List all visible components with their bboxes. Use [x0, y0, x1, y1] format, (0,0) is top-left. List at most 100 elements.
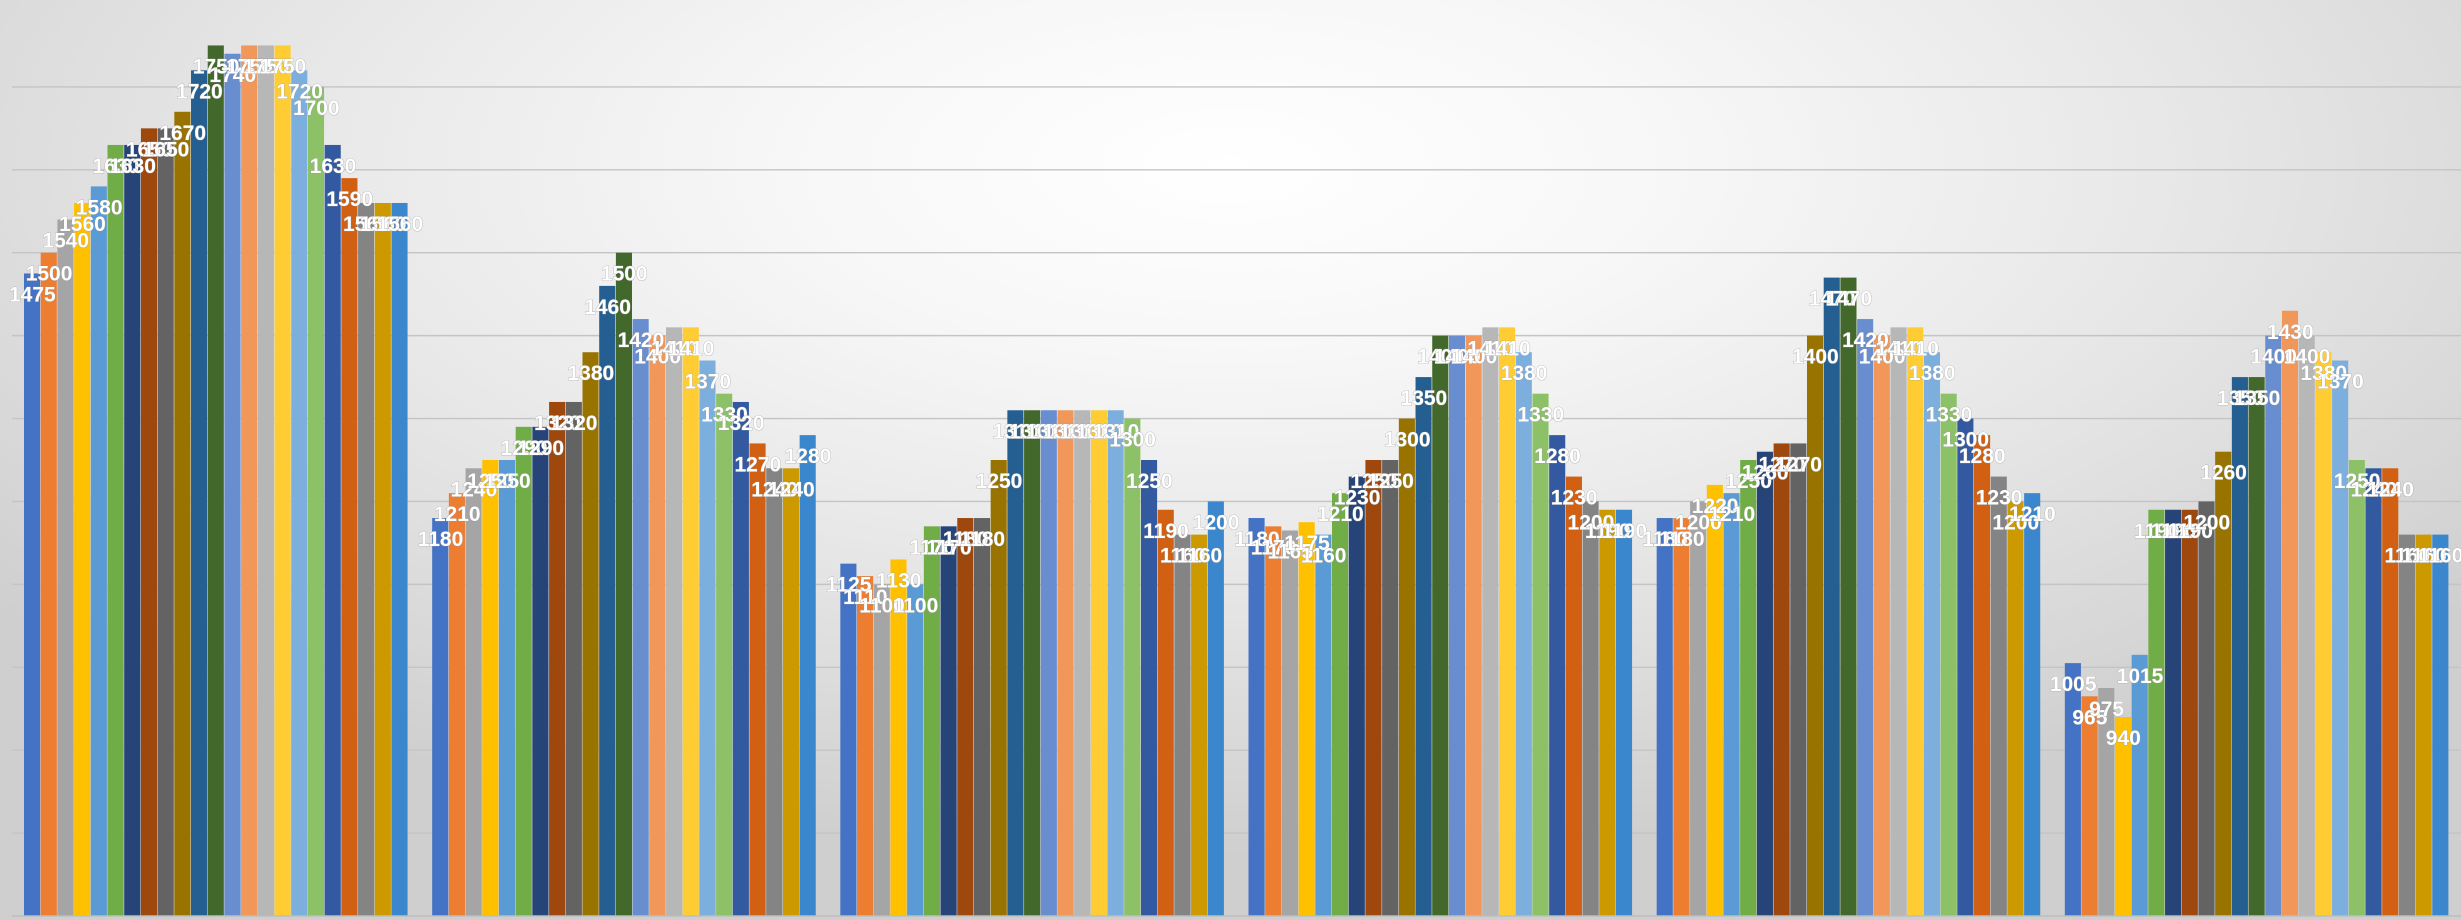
bar-cat5-series12: [1840, 277, 1857, 917]
data-label-cat4-series13: 1400: [1434, 346, 1481, 369]
bar-cat6-series9: [2198, 501, 2215, 916]
data-label-cat4-series22: 1190: [1585, 520, 1631, 543]
data-label-cat2-series14: 1400: [634, 346, 681, 369]
bar-cat4-series20: [1565, 476, 1582, 916]
bar-cat5-series13: [1857, 319, 1874, 916]
data-label-cat1-series7: 1630: [109, 155, 156, 178]
bar-cat4-series5: [1315, 534, 1332, 916]
bar-cat2-series23: [799, 435, 816, 916]
bar-cat1-series3: [57, 219, 74, 916]
data-label-cat3-series4: 1130: [876, 569, 922, 592]
bar-cat1-series14: [241, 45, 258, 916]
data-label-cat3-series15: 1310: [1059, 420, 1106, 443]
data-label-cat3-series9: 1180: [960, 528, 1006, 551]
data-label-cat1-series14: 1750: [226, 55, 273, 78]
bar-cat6-series3: [2098, 688, 2115, 916]
bar-cat3-series15: [1074, 410, 1091, 916]
bar-cat6-series20: [2382, 468, 2399, 916]
bar-cat3-series14: [1057, 410, 1074, 916]
data-label-cat2-series10: 1380: [567, 362, 614, 385]
bar-cat2-series15: [666, 327, 683, 917]
bar-cat4-series18: [1532, 393, 1549, 916]
data-label-cat2-series21: 1240: [751, 478, 798, 501]
bar-cat5-series9: [1790, 443, 1807, 916]
data-label-cat3-series1: 1125: [826, 574, 872, 597]
data-label-cat5-series19: 1300: [1942, 429, 1989, 452]
bar-cat2-series9: [565, 401, 582, 917]
data-label-cat5-series12: 1470: [1825, 288, 1872, 311]
bar-cat6-series6: [2148, 509, 2165, 916]
bar-cat2-series10: [582, 352, 599, 917]
bar-cat6-series4: [2114, 717, 2132, 916]
bar-cat5-series4: [1706, 484, 1723, 916]
bar-cat5-series22: [2007, 501, 2024, 916]
data-label-cat4-series5: 1160: [1301, 545, 1347, 568]
data-label-cat4-series18: 1330: [1517, 404, 1564, 427]
bar-cat3-series20: [1157, 509, 1174, 916]
data-label-cat2-series3: 1240: [451, 478, 498, 501]
bar-cat2-series4: [482, 460, 499, 916]
bar-cat1-series5: [90, 186, 107, 916]
bar-cat2-series11: [599, 285, 616, 916]
bar-cat5-series19: [1957, 418, 1974, 916]
data-label-cat5-series20: 1280: [1959, 445, 2006, 468]
data-label-cat4-series6: 1210: [1317, 503, 1364, 526]
bar-cat5-series7: [1756, 451, 1773, 916]
bar-cat5-series17: [1923, 352, 1941, 917]
data-label-cat5-series1: 1180: [1642, 528, 1688, 551]
data-label-cat1-series10: 1670: [159, 122, 206, 145]
bar-cat6-series5: [2131, 654, 2148, 916]
bar-cat6-series21: [2398, 534, 2415, 916]
bar-cat5-series5: [1723, 493, 1740, 916]
data-label-cat4-series3: 1165: [1267, 540, 1313, 563]
bar-cat1-series8: [140, 128, 158, 917]
data-label-cat2-series5: 1250: [484, 470, 531, 493]
data-label-cat3-series10: 1250: [976, 470, 1023, 493]
bar-cat3-series23: [1207, 501, 1224, 916]
bar-cat5-series3: [1690, 501, 1707, 916]
bar-cat3-series3: [873, 584, 890, 916]
data-label-cat5-series21: 1230: [1976, 487, 2023, 510]
bar-cat6-series15: [2298, 335, 2315, 916]
bar-cat6-series1: [2064, 663, 2081, 916]
data-label-cat3-series19: 1250: [1126, 470, 1173, 493]
data-label-cat3-series13: 1310: [1026, 420, 1073, 443]
data-label-cat6-series14: 1430: [2267, 321, 2314, 344]
bar-cat5-series1: [1656, 518, 1673, 916]
bar-cat2-series2: [448, 493, 465, 916]
data-label-cat4-series17: 1380: [1501, 362, 1548, 385]
bar-cat2-series8: [549, 401, 566, 917]
bar-cat2-series17: [699, 360, 716, 916]
bar-cat4-series22: [1599, 509, 1616, 916]
bar-cat5-series8: [1773, 443, 1790, 916]
bar-cat2-series21: [766, 468, 783, 916]
bar-cat1-series12: [207, 45, 224, 916]
bar-cat2-series12: [615, 252, 632, 917]
bar-cat2-series14: [649, 335, 666, 916]
bar-cat4-series23: [1615, 509, 1633, 916]
data-label-cat4-series4: 1175: [1284, 532, 1330, 555]
data-label-cat3-series7: 1170: [926, 536, 972, 559]
data-label-cat2-series19: 1320: [718, 412, 765, 435]
bar-cat5-series15: [1890, 327, 1907, 917]
bar-cat5-series6: [1740, 460, 1757, 916]
data-label-cat6-series20: 1240: [2367, 478, 2414, 501]
data-label-cat2-series16: 1410: [668, 337, 715, 360]
data-label-cat1-series12: 1750: [193, 55, 240, 78]
data-label-cat2-series1: 1180: [418, 528, 464, 551]
bar-cat1-series7: [124, 144, 141, 916]
bar-cat6-series12: [2248, 377, 2265, 917]
bar-cat4-series7: [1348, 476, 1365, 916]
bar-cat4-series9: [1382, 460, 1399, 916]
bar-cat1-series22: [374, 202, 391, 917]
bar-cat3-series2: [857, 576, 874, 916]
data-label-cat3-series14: 1310: [1042, 420, 1089, 443]
data-label-cat1-series21: 1560: [343, 213, 390, 236]
data-label-cat4-series10: 1300: [1384, 429, 1431, 452]
bar-cat5-series10: [1806, 335, 1824, 916]
bar-cat3-series18: [1124, 418, 1141, 916]
data-label-cat3-series23: 1200: [1193, 511, 1240, 534]
bar-cat2-series5: [498, 460, 516, 916]
bar-cat4-series15: [1482, 327, 1499, 917]
